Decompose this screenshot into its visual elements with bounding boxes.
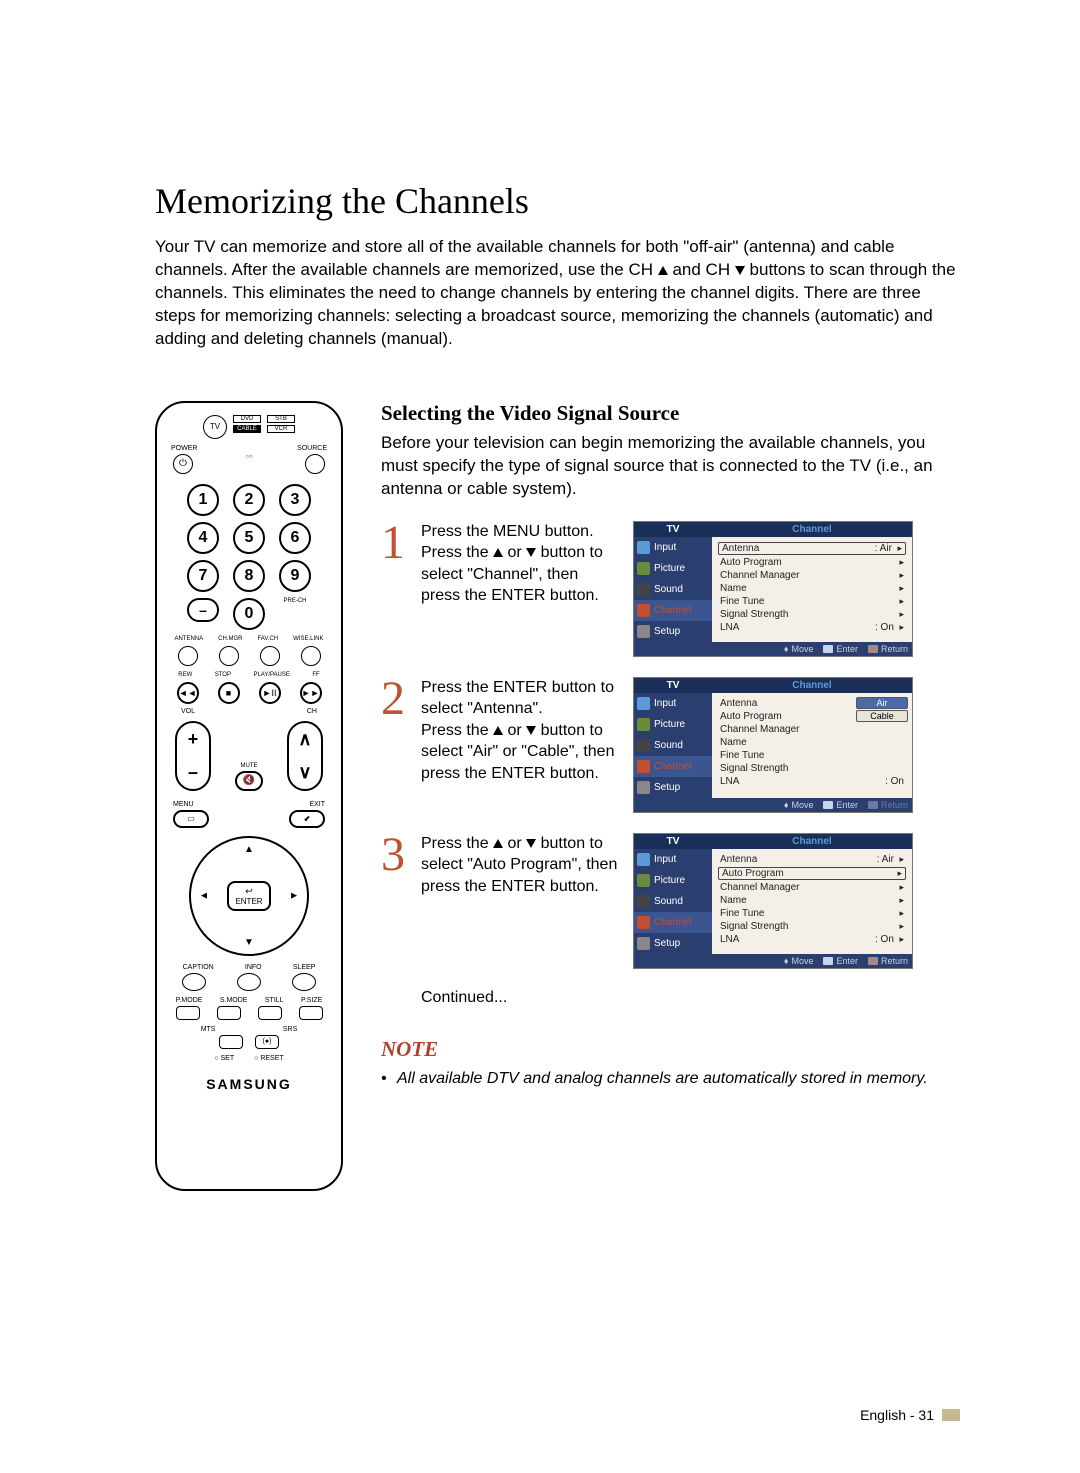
- note-body: All available DTV and analog channels ar…: [381, 1068, 960, 1090]
- step-1: 1 Press the MENU button. Press the or bu…: [381, 521, 960, 657]
- osd-screenshot-3: TVChannel Input Picture Sound Channel Se…: [633, 833, 913, 969]
- page-title: Memorizing the Channels: [155, 180, 960, 222]
- section-intro: Before your television can begin memoriz…: [381, 432, 960, 501]
- power-label: POWER: [171, 445, 197, 452]
- vol-rocker: +–: [175, 721, 211, 791]
- power-icon: ⏻: [173, 454, 193, 474]
- brand-logo: SAMSUNG: [167, 1076, 331, 1092]
- source-label: SOURCE: [297, 445, 327, 452]
- enter-label: ENTER: [235, 897, 262, 906]
- step1-number: 1: [381, 521, 409, 564]
- remote-tv-button: TV: [203, 415, 227, 439]
- dpad: ▲▼◄► ↩ENTER: [189, 836, 309, 956]
- continued-text: Continued...: [421, 989, 960, 1007]
- ch-rocker: ∧∨: [287, 721, 323, 791]
- remote-illustration: TV DVD CABLE STB VCR POWERSOURCE ⏻○○ 123…: [155, 401, 343, 1191]
- step1-text: Press the MENU button. Press the or butt…: [421, 521, 621, 607]
- osd-screenshot-2: TVChannel Input Picture Sound Channel Se…: [633, 677, 913, 813]
- step2-text: Press the ENTER button to select "Antenn…: [421, 677, 621, 785]
- page-number: English - 31: [860, 1407, 960, 1423]
- page-bar-icon: [942, 1409, 960, 1421]
- section-title: Selecting the Video Signal Source: [381, 401, 960, 426]
- up-arrow-icon: [493, 548, 503, 557]
- ch-up-icon: [658, 266, 668, 275]
- down-arrow-icon: [526, 726, 536, 735]
- intro-text-2: and CH: [668, 260, 735, 279]
- source-button: [305, 454, 325, 474]
- exit-button: ⬋: [289, 810, 325, 828]
- option-air: Air: [856, 697, 908, 709]
- down-arrow-icon: [526, 839, 536, 848]
- menu-button: ▭: [173, 810, 209, 828]
- intro-paragraph: Your TV can memorize and store all of th…: [155, 236, 960, 351]
- up-arrow-icon: [493, 726, 503, 735]
- remote-stb: STB: [267, 415, 295, 423]
- remote-vcr: VCR: [267, 425, 295, 433]
- down-arrow-icon: [526, 548, 536, 557]
- step2-number: 2: [381, 677, 409, 720]
- osd-screenshot-1: TVChannel Input Picture Sound Channel Se…: [633, 521, 913, 657]
- step3-number: 3: [381, 833, 409, 876]
- number-pad: 123 456 789 –0PRE-CH: [167, 484, 331, 630]
- ch-down-icon: [735, 266, 745, 275]
- option-cable: Cable: [856, 710, 908, 722]
- note-heading: NOTE: [381, 1037, 960, 1062]
- step3-text: Press the or button to select "Auto Prog…: [421, 833, 621, 898]
- remote-dvd: DVD: [233, 415, 261, 423]
- mute-icon: 🔇: [235, 771, 263, 791]
- remote-cable: CABLE: [233, 425, 261, 433]
- up-arrow-icon: [493, 839, 503, 848]
- step-3: 3 Press the or button to select "Auto Pr…: [381, 833, 960, 969]
- step-2: 2 Press the ENTER button to select "Ante…: [381, 677, 960, 813]
